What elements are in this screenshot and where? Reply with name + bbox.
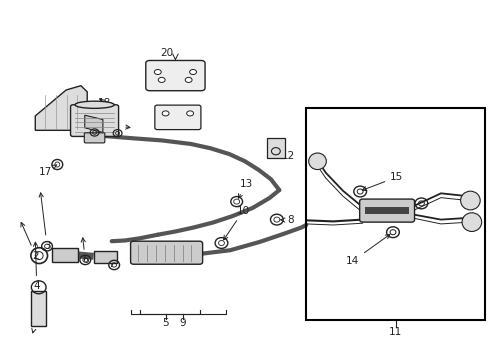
Text: 16: 16 bbox=[52, 112, 82, 122]
Bar bbox=[306, 108, 485, 320]
Ellipse shape bbox=[158, 77, 165, 82]
Bar bbox=[52, 248, 78, 262]
Text: 13: 13 bbox=[239, 179, 253, 198]
Ellipse shape bbox=[185, 77, 192, 82]
FancyBboxPatch shape bbox=[84, 133, 105, 143]
Text: 12: 12 bbox=[276, 148, 295, 161]
FancyBboxPatch shape bbox=[71, 105, 119, 136]
Polygon shape bbox=[85, 115, 103, 132]
Bar bbox=[94, 251, 117, 263]
Bar bbox=[31, 291, 46, 326]
Ellipse shape bbox=[462, 213, 482, 231]
FancyBboxPatch shape bbox=[155, 105, 201, 130]
Text: 7: 7 bbox=[105, 252, 115, 269]
Text: 5: 5 bbox=[162, 318, 169, 328]
Text: 19: 19 bbox=[107, 121, 130, 131]
Text: 20: 20 bbox=[160, 48, 173, 58]
FancyBboxPatch shape bbox=[130, 241, 203, 264]
Text: 21: 21 bbox=[157, 113, 176, 123]
Text: 4: 4 bbox=[33, 242, 40, 291]
Text: 9: 9 bbox=[180, 318, 186, 328]
FancyBboxPatch shape bbox=[360, 199, 415, 222]
Ellipse shape bbox=[190, 69, 196, 75]
Polygon shape bbox=[35, 86, 87, 130]
Text: 11: 11 bbox=[389, 327, 403, 337]
Text: 6: 6 bbox=[81, 238, 89, 265]
Text: 15: 15 bbox=[362, 172, 404, 191]
Ellipse shape bbox=[187, 111, 194, 116]
Text: 10: 10 bbox=[223, 206, 250, 240]
Ellipse shape bbox=[309, 153, 326, 170]
Text: 17: 17 bbox=[38, 165, 57, 177]
Bar bbox=[365, 207, 409, 214]
Ellipse shape bbox=[154, 69, 161, 75]
Text: 2: 2 bbox=[21, 222, 39, 261]
Ellipse shape bbox=[162, 111, 169, 116]
Text: 1: 1 bbox=[32, 316, 39, 333]
Ellipse shape bbox=[75, 101, 114, 108]
FancyBboxPatch shape bbox=[146, 60, 205, 91]
Text: 3: 3 bbox=[39, 193, 50, 251]
Bar bbox=[267, 138, 285, 158]
Text: 8: 8 bbox=[281, 215, 294, 225]
Text: 14: 14 bbox=[346, 234, 390, 266]
Text: 18: 18 bbox=[98, 98, 111, 108]
Ellipse shape bbox=[461, 191, 480, 210]
